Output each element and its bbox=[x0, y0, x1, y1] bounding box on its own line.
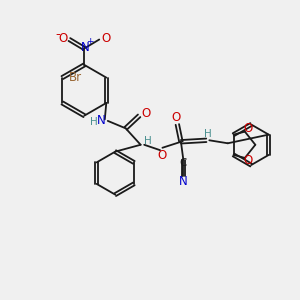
Text: C: C bbox=[179, 158, 186, 168]
Text: O: O bbox=[244, 122, 253, 135]
Text: O: O bbox=[58, 32, 68, 44]
Text: N: N bbox=[80, 41, 89, 54]
Text: H: H bbox=[204, 129, 212, 139]
Text: O: O bbox=[141, 107, 150, 120]
Text: H: H bbox=[90, 117, 97, 128]
Text: O: O bbox=[244, 154, 253, 167]
Text: N: N bbox=[97, 114, 106, 128]
Text: -: - bbox=[56, 28, 60, 40]
Text: H: H bbox=[144, 136, 152, 146]
Text: O: O bbox=[101, 32, 110, 44]
Text: Br: Br bbox=[69, 71, 82, 84]
Text: +: + bbox=[86, 38, 94, 46]
Text: O: O bbox=[171, 111, 181, 124]
Text: O: O bbox=[158, 149, 167, 162]
Text: N: N bbox=[179, 175, 188, 188]
